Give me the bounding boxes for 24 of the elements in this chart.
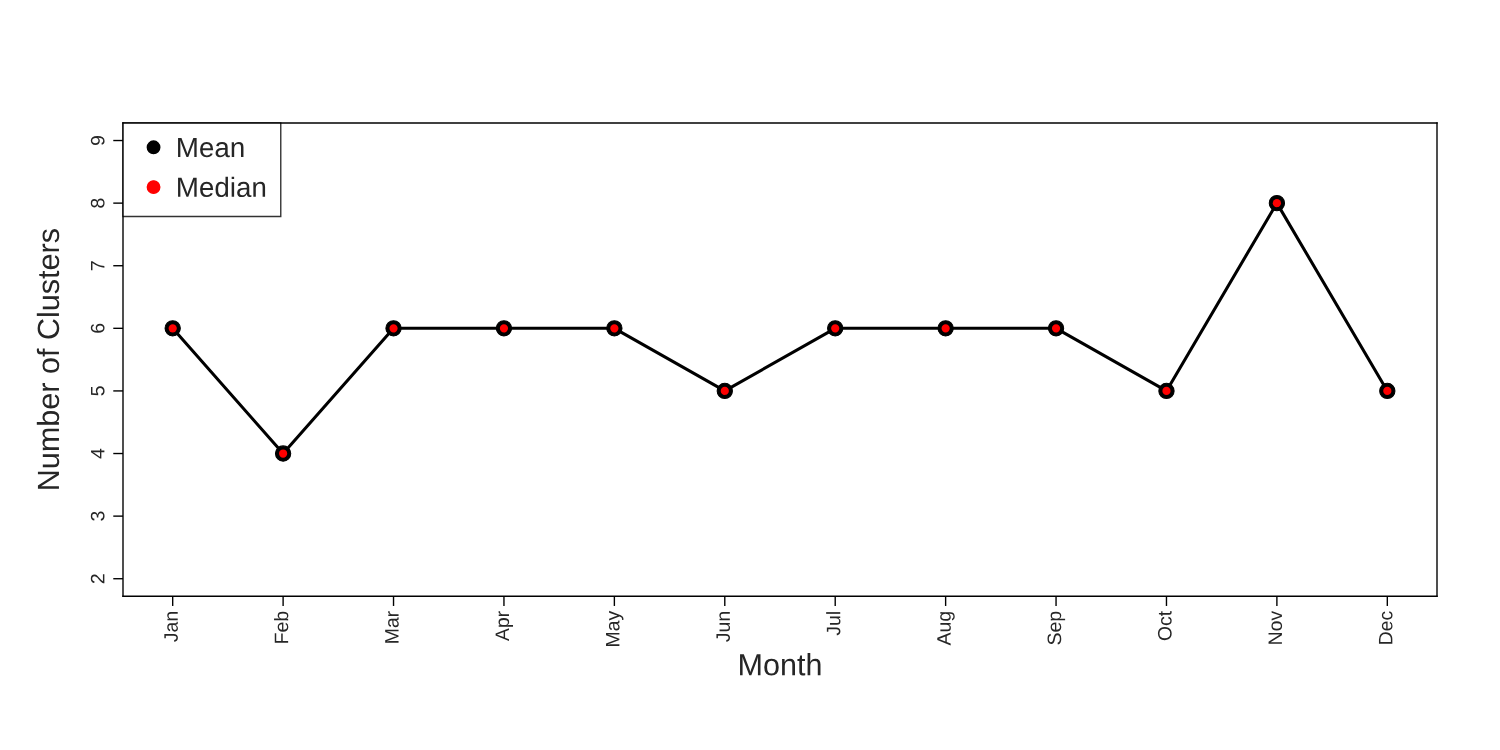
y-axis-title: Number of Clusters [36,229,60,489]
y-tick-label: 7 [91,261,105,271]
legend-label: Median [178,176,266,198]
x-tick-label: Jan [164,612,178,642]
x-tick-label: Jul [826,612,841,636]
x-tick-label: Apr [495,611,514,642]
x-tick-label: Oct [1157,610,1172,641]
y-tick-label: 8 [90,198,105,208]
y-tick-label: 2 [90,574,105,584]
y-tick-label: 9 [90,136,105,146]
y-tick-label: 4 [91,448,105,459]
legend-label: Mean [178,137,244,158]
x-tick-label: May [606,610,624,646]
x-axis-title: Month [740,653,821,676]
x-tick-label: Jun [716,612,731,642]
x-tick-label: Mar [385,611,399,643]
y-tick-label: 5 [91,386,105,396]
x-tick-label: Feb [274,611,289,643]
x-tick-label: Sep [1047,611,1066,645]
x-tick-label: Nov [1268,610,1283,644]
x-tick-label: Aug [937,612,955,646]
y-tick-label: 6 [90,323,105,333]
x-tick-label: Dec [1378,611,1393,644]
y-tick-label: 3 [90,511,105,521]
